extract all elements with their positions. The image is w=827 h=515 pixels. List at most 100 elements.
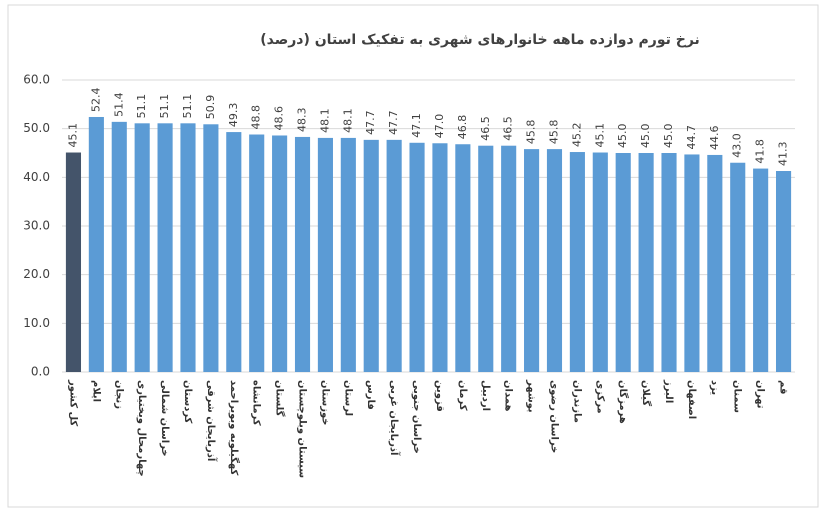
value-label: 45.0 — [639, 124, 652, 149]
x-tick-label: خراسان جنوبی — [411, 380, 422, 454]
bar — [249, 134, 265, 372]
x-tick-label: کرمانشاه — [251, 380, 262, 426]
bar — [157, 123, 173, 373]
x-tick-label: هرمزگان — [617, 380, 630, 424]
value-label: 44.7 — [685, 125, 698, 150]
bar — [775, 171, 792, 372]
x-tick-label: گلستان — [274, 380, 287, 417]
x-tick-label: سمنان — [732, 380, 743, 413]
x-tick-label: بوشهر — [526, 379, 537, 413]
x-tick-label: خراسان شمالی — [159, 380, 170, 457]
value-label: 52.4 — [89, 87, 102, 112]
bar — [363, 139, 379, 372]
x-tick-label: البرز — [663, 379, 674, 403]
bar — [203, 124, 219, 372]
value-label: 51.1 — [158, 94, 171, 119]
bar — [661, 153, 677, 372]
x-tick-label: اردبیل — [480, 380, 491, 411]
y-tick-label: 40.0 — [23, 170, 50, 184]
bar — [111, 121, 127, 372]
value-label: 47.7 — [387, 110, 400, 135]
bar — [455, 144, 471, 372]
x-tick-label: فارس — [365, 380, 376, 410]
bar — [88, 116, 104, 372]
bar — [592, 152, 608, 372]
bar — [226, 132, 242, 372]
bar — [432, 143, 448, 372]
y-tick-label: 20.0 — [23, 267, 50, 281]
bar — [134, 123, 150, 373]
bar — [546, 149, 563, 372]
y-tick-label: 30.0 — [23, 219, 50, 233]
bar — [707, 154, 723, 372]
x-tick-label: اصفهان — [686, 380, 697, 419]
x-tick-label: زنجان — [113, 380, 124, 409]
x-tick-label: کل کشور — [67, 379, 78, 426]
value-label: 46.5 — [502, 116, 515, 141]
bar — [409, 142, 425, 372]
y-tick-label: 0.0 — [31, 365, 50, 379]
bar — [65, 152, 82, 372]
value-label: 48.1 — [318, 108, 331, 133]
value-label: 49.3 — [227, 103, 240, 128]
x-tick-label: سیستان وبلوچستان — [297, 380, 308, 478]
value-label: 47.0 — [433, 114, 446, 139]
bar — [684, 154, 700, 372]
value-label: 51.4 — [112, 92, 125, 117]
bar — [294, 136, 311, 372]
y-tick-label: 10.0 — [23, 316, 50, 330]
x-tick-label: آذربایجان شرقی — [205, 380, 218, 462]
x-tick-label: لرستان — [342, 380, 353, 416]
value-label: 45.2 — [570, 123, 583, 148]
x-tick-label: ایلام — [90, 380, 101, 402]
bar — [638, 153, 654, 372]
value-label: 48.3 — [296, 107, 309, 132]
chart-title: نرخ تورم دوازده ماهه خانوارهای شهری به ت… — [260, 32, 700, 48]
value-label: 48.6 — [273, 106, 286, 131]
value-label: 48.1 — [341, 108, 354, 133]
x-tick-label: کردستان — [182, 380, 193, 424]
x-tick-label: آذربایجان غربی — [388, 380, 401, 456]
value-label: 48.8 — [250, 105, 263, 130]
x-tick-label: همدان — [503, 380, 514, 411]
value-label: 45.1 — [66, 123, 79, 148]
value-label: 47.1 — [410, 113, 423, 138]
x-tick-label: قزوین — [434, 380, 445, 412]
x-tick-label: تهران — [755, 380, 766, 409]
x-tick-label: کهگیلویه وبویراحمد — [228, 380, 241, 475]
bar — [753, 168, 769, 372]
value-label: 41.3 — [777, 142, 790, 167]
value-label: 46.8 — [456, 115, 469, 140]
y-tick-label: 50.0 — [23, 121, 50, 135]
bar — [386, 139, 402, 372]
value-label: 51.1 — [135, 94, 148, 119]
value-label: 45.8 — [547, 120, 560, 145]
value-label: 41.8 — [754, 139, 767, 164]
value-label: 45.8 — [525, 120, 538, 145]
bar — [180, 123, 196, 373]
y-tick-label: 60.0 — [23, 73, 50, 87]
x-tick-label: مازندران — [571, 380, 582, 423]
x-tick-label: خراسان رضوی — [548, 380, 559, 453]
bar — [730, 162, 746, 372]
value-label: 46.5 — [479, 116, 492, 141]
bar — [524, 149, 540, 372]
x-tick-label: قم — [778, 380, 789, 394]
bar — [340, 137, 356, 372]
value-label: 47.7 — [364, 110, 377, 135]
value-label: 45.1 — [593, 123, 606, 148]
bar — [317, 137, 333, 372]
value-label: 43.0 — [731, 133, 744, 158]
bar — [478, 145, 494, 372]
value-label: 44.6 — [708, 125, 721, 150]
x-tick-label: یزد — [709, 380, 720, 395]
value-label: 51.1 — [181, 94, 194, 119]
value-label: 50.9 — [204, 95, 217, 120]
bar — [615, 153, 631, 372]
x-tick-label: چهارمحال وبختیاری — [136, 380, 147, 477]
bar — [272, 135, 288, 372]
bar — [569, 152, 585, 372]
value-label: 45.0 — [662, 124, 675, 149]
x-tick-label: کرمان — [457, 380, 468, 411]
